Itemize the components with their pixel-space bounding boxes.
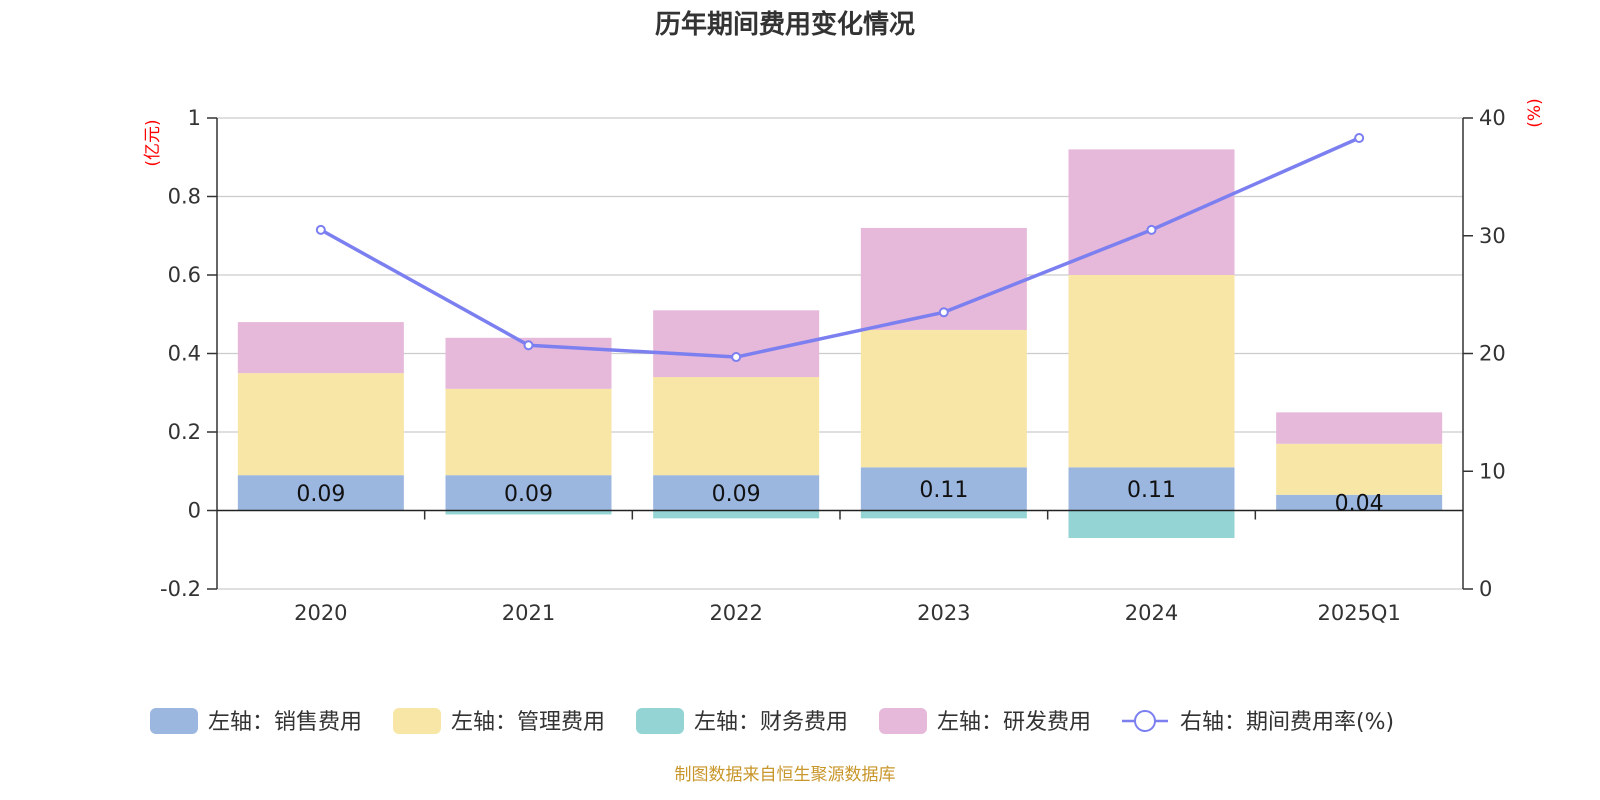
- left-axis-tick-label: 0.8: [168, 185, 201, 209]
- bar-segment: [1068, 275, 1235, 468]
- bar-segment: [445, 510, 612, 515]
- data-label: 0.04: [1335, 492, 1384, 517]
- rate-point: [938, 307, 949, 318]
- legend-swatch: [150, 708, 198, 734]
- x-axis-tick-label: 2025Q1: [1317, 601, 1400, 625]
- legend-swatch: [393, 708, 441, 734]
- rate-point: [731, 352, 742, 363]
- bar-segment: [445, 475, 612, 511]
- bar-segment: [445, 388, 612, 476]
- bar-segment: [1276, 494, 1443, 511]
- bar-segment: [653, 377, 820, 476]
- x-axis-tick-label: 2023: [917, 601, 970, 625]
- right-axis-tick-label: 20: [1479, 342, 1506, 366]
- bar-segment: [860, 467, 1027, 511]
- data-label: 0.11: [919, 478, 968, 503]
- rate-point: [523, 340, 534, 351]
- bar-segment: [237, 475, 404, 511]
- bars: [237, 149, 1443, 538]
- rate-point: [1354, 133, 1365, 144]
- legend-marker: [1134, 710, 1156, 732]
- bar-segment: [653, 475, 820, 511]
- rate-point: [1146, 224, 1157, 235]
- bar-segment: [1276, 412, 1443, 444]
- data-label: 0.09: [504, 482, 553, 507]
- x-axis-tick-label: 2021: [502, 601, 555, 625]
- rate-line: [315, 133, 1365, 363]
- legend-label: 左轴：研发费用: [937, 710, 1091, 735]
- left-axis-tick-label: 0: [188, 499, 201, 523]
- legend-label: 左轴：财务费用: [694, 710, 848, 735]
- bar-segment: [1068, 510, 1235, 538]
- data-label: 0.09: [712, 482, 761, 507]
- bar-segment: [653, 510, 820, 519]
- bar-segment: [237, 322, 404, 374]
- gridlines: [217, 117, 1463, 590]
- left-axis-tick-label: 0.6: [168, 263, 201, 287]
- bar-segment: [1068, 149, 1235, 275]
- legend-label: 右轴：期间费用率(%): [1180, 710, 1394, 735]
- bar-segment: [1068, 467, 1235, 511]
- rate-point: [315, 224, 326, 235]
- data-label: 0.09: [296, 482, 345, 507]
- bar-segment: [860, 329, 1027, 468]
- x-axis-tick-label: 2024: [1125, 601, 1178, 625]
- right-axis-tick-label: 40: [1479, 106, 1506, 130]
- bar-segment: [1276, 443, 1443, 495]
- left-axis-tick-label: 1: [188, 106, 201, 130]
- right-axis-tick-label: 10: [1479, 459, 1506, 483]
- bar-segment: [860, 510, 1027, 519]
- right-axis-tick-label: 0: [1479, 577, 1492, 601]
- legend-swatch: [879, 708, 927, 734]
- x-axis-tick-label: 2022: [709, 601, 762, 625]
- left-axis-unit: (亿元): [143, 119, 163, 166]
- bar-segment: [237, 373, 404, 476]
- legend: 左轴：销售费用 左轴：管理费用 左轴：财务费用 左轴：研发费用 右轴：期间费用率(%): [150, 708, 1394, 735]
- source-note: 制图数据来自恒生聚源数据库: [675, 765, 896, 785]
- left-axis-tick-label: 0.4: [168, 342, 201, 366]
- rate-polyline: [319, 136, 1360, 359]
- right-axis-unit: (%): [1525, 98, 1545, 127]
- left-axis-tick-label: 0.2: [168, 420, 201, 444]
- left-axis-tick-label: -0.2: [160, 577, 201, 601]
- legend-swatch: [636, 708, 684, 734]
- x-axis-tick-label: 2020: [294, 601, 347, 625]
- data-label: 0.11: [1127, 478, 1176, 503]
- right-axis-tick-label: 30: [1479, 224, 1506, 248]
- data-labels: 0.09 0.09 0.09 0.11 0.11 0.04: [296, 478, 1383, 517]
- legend-label: 左轴：销售费用: [208, 710, 362, 735]
- legend-label: 左轴：管理费用: [451, 710, 605, 735]
- chart-title: 历年期间费用变化情况: [655, 9, 915, 40]
